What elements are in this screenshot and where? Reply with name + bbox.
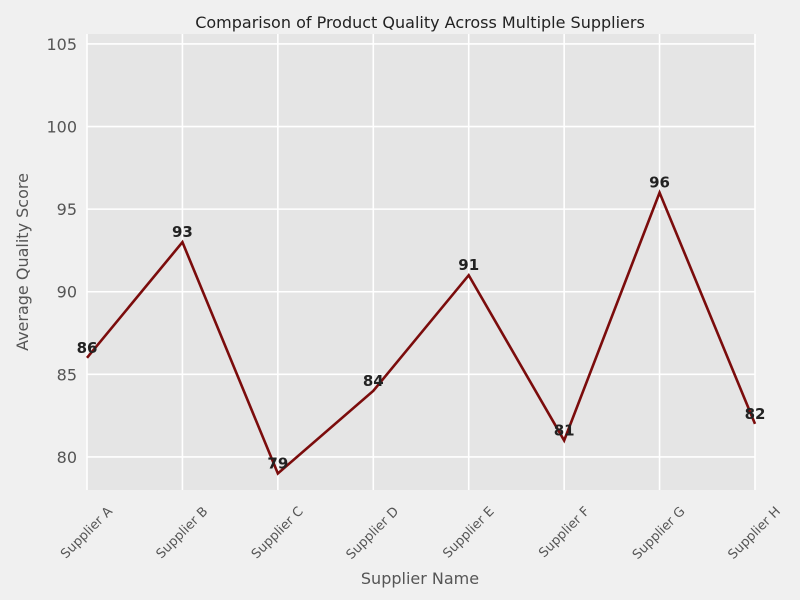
- x-tick-label: Supplier A: [58, 504, 116, 562]
- grid: [86, 34, 756, 490]
- x-tick-label: Supplier C: [249, 504, 307, 562]
- x-tick-label: Supplier G: [630, 504, 689, 563]
- data-label: 93: [172, 223, 193, 241]
- x-tick-label: Supplier D: [344, 504, 402, 562]
- data-label: 86: [77, 339, 98, 357]
- series-layer: [85, 189, 757, 476]
- y-axis-label: Average Quality Score: [13, 173, 32, 351]
- y-tick-label: 95: [57, 200, 77, 219]
- data-label: 91: [458, 256, 479, 274]
- y-tick-label: 90: [57, 283, 77, 302]
- x-tick-label: Supplier H: [726, 504, 784, 562]
- data-label: 81: [554, 421, 575, 439]
- data-labels: 86 93 79 84 91 81 96 82: [77, 174, 766, 473]
- data-label: 96: [649, 174, 670, 192]
- data-label: 79: [267, 454, 288, 472]
- x-axis-label: Supplier Name: [361, 569, 479, 588]
- y-tick-label: 105: [46, 35, 77, 54]
- data-label: 82: [745, 405, 766, 423]
- x-tick-label: Supplier F: [536, 504, 593, 561]
- y-tick-label: 100: [46, 118, 77, 137]
- y-tick-label: 85: [57, 365, 77, 384]
- plot-area: [87, 34, 755, 490]
- y-tick-label: 80: [57, 448, 77, 467]
- data-label: 84: [363, 372, 384, 390]
- x-tick-label: Supplier B: [154, 504, 212, 562]
- series-line: [85, 189, 757, 476]
- chart-title: Comparison of Product Quality Across Mul…: [195, 13, 645, 32]
- x-tick-label: Supplier E: [440, 504, 497, 561]
